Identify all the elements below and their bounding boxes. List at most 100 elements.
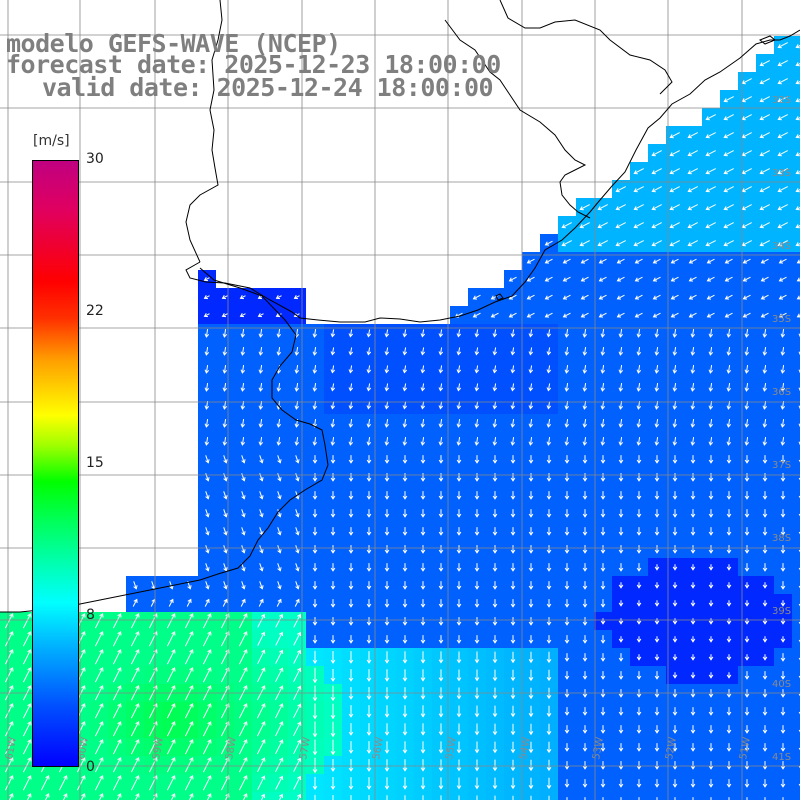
wind-arrow xyxy=(4,775,14,791)
wind-arrow xyxy=(221,295,228,300)
wind-arrow xyxy=(579,222,590,229)
wind-arrow xyxy=(780,545,786,554)
wind-arrow xyxy=(474,759,480,772)
wind-arrow xyxy=(492,383,498,392)
wind-arrow xyxy=(546,473,552,482)
wind-arrow xyxy=(582,653,588,662)
wind-arrow xyxy=(672,419,678,428)
wind-arrow xyxy=(764,797,766,800)
wind-arrow xyxy=(548,795,550,800)
wind-arrow xyxy=(240,598,246,607)
lat-label: 34S xyxy=(772,241,791,252)
wind-arrow xyxy=(654,509,660,518)
wind-arrow xyxy=(672,545,678,554)
wind-arrow xyxy=(510,383,516,392)
wind-speed-cell xyxy=(792,774,800,792)
wind-arrow xyxy=(633,168,644,175)
wind-speed-cell xyxy=(792,198,800,216)
wind-arrow xyxy=(295,545,300,554)
wind-speed-cell xyxy=(72,792,90,800)
wind-arrow xyxy=(130,631,140,647)
wind-arrow xyxy=(636,654,642,661)
wind-arrow xyxy=(618,527,624,536)
wind-arrow xyxy=(744,365,750,374)
wind-arrow xyxy=(690,779,696,788)
wind-arrow xyxy=(762,725,768,734)
wind-arrow xyxy=(276,598,282,607)
wind-speed-cell xyxy=(792,72,800,90)
wind-arrow xyxy=(205,509,210,518)
wind-arrow xyxy=(277,509,282,518)
wind-arrow xyxy=(744,491,750,500)
wind-arrow xyxy=(384,329,390,338)
wind-arrow xyxy=(76,757,86,773)
wind-arrow xyxy=(615,222,626,229)
wind-arrow xyxy=(561,240,572,247)
wind-arrow xyxy=(492,777,498,790)
wind-arrow xyxy=(780,563,786,572)
wind-arrow xyxy=(384,635,390,644)
wind-arrow xyxy=(618,329,624,338)
wind-arrow xyxy=(690,743,696,752)
wind-arrow xyxy=(528,347,534,356)
colorbar-tick-0: 0 xyxy=(86,759,95,775)
wind-arrow xyxy=(240,329,246,338)
wind-arrow xyxy=(726,509,732,518)
wind-arrow xyxy=(330,617,336,626)
wind-arrow xyxy=(762,707,768,716)
wind-arrow xyxy=(420,741,426,754)
wind-arrow xyxy=(275,775,284,790)
wind-arrow xyxy=(638,797,640,800)
wind-arrow xyxy=(760,258,769,264)
wind-arrow xyxy=(780,455,786,464)
wind-arrow xyxy=(256,739,266,755)
wind-arrow xyxy=(546,635,552,644)
wind-arrow xyxy=(94,631,104,647)
wind-arrow xyxy=(652,276,661,282)
wind-arrow xyxy=(94,649,104,665)
wind-speed-cell xyxy=(666,792,684,800)
wind-arrow xyxy=(602,797,604,800)
wind-arrow xyxy=(438,635,444,644)
wind-arrow xyxy=(744,347,750,356)
wind-arrow xyxy=(618,600,624,607)
wind-arrow xyxy=(744,600,750,607)
wind-arrow xyxy=(384,705,390,718)
wind-arrow xyxy=(546,705,552,718)
wind-arrow xyxy=(600,743,606,752)
wind-speed-cell xyxy=(738,792,756,800)
wind-arrow xyxy=(438,329,444,338)
colorbar-tick-30: 30 xyxy=(86,151,104,167)
wind-arrow xyxy=(510,347,516,356)
wind-arrow xyxy=(564,779,570,788)
wind-arrow xyxy=(562,312,571,318)
wind-arrow xyxy=(402,419,408,428)
wind-speed-cell xyxy=(180,792,198,800)
wind-arrow xyxy=(687,204,698,211)
wind-arrow xyxy=(582,581,588,590)
wind-arrow xyxy=(798,441,800,446)
wind-arrow xyxy=(600,437,606,446)
wind-arrow xyxy=(510,491,516,500)
wind-arrow xyxy=(438,545,444,554)
wind-speed-cell xyxy=(792,486,800,504)
wind-arrow xyxy=(134,793,140,800)
wind-arrow xyxy=(654,582,660,589)
wind-arrow xyxy=(762,636,768,643)
wind-arrow xyxy=(780,527,786,536)
wind-arrow xyxy=(690,564,696,571)
wind-arrow xyxy=(456,437,462,446)
wind-arrow xyxy=(636,383,642,392)
wind-speed-cell xyxy=(792,738,800,756)
wind-arrow xyxy=(669,168,680,175)
wind-arrow xyxy=(690,761,696,770)
wind-arrow xyxy=(112,631,122,647)
wind-arrow xyxy=(672,618,678,625)
wind-arrow xyxy=(8,793,14,800)
wind-arrow xyxy=(618,365,624,374)
wind-arrow xyxy=(205,581,210,590)
wind-arrow xyxy=(669,240,680,247)
wind-arrow xyxy=(384,509,390,518)
wind-arrow xyxy=(528,651,534,664)
